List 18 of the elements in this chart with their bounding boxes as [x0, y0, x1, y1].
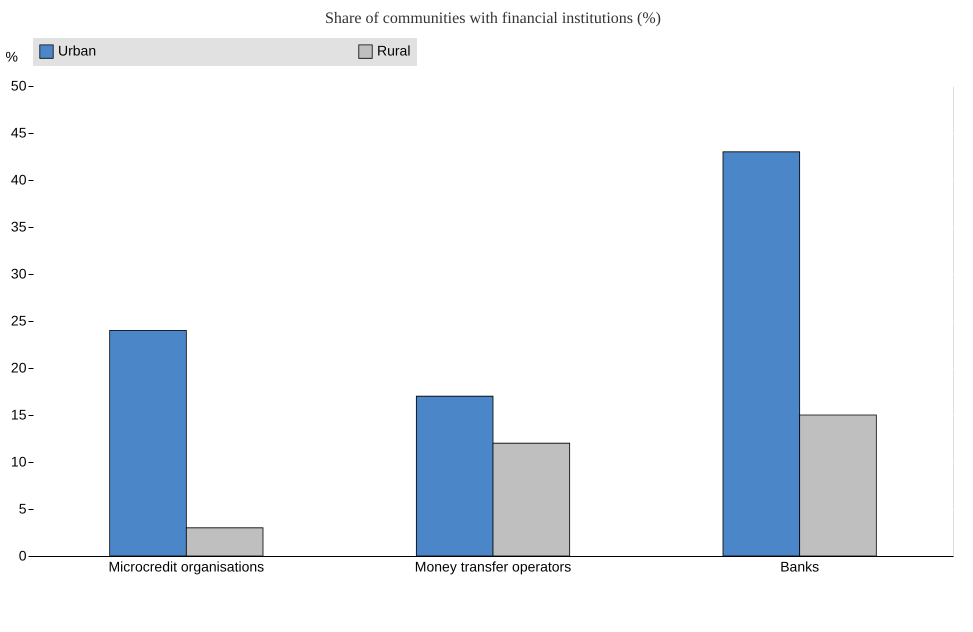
legend-label: Urban [58, 42, 96, 59]
chart-title: Share of communities with financial institutions (%) [325, 10, 661, 27]
x-tick-label: Microcredit organisations [108, 558, 264, 574]
y-tick-label: 45 [10, 124, 27, 140]
y-tick-label: 10 [10, 454, 27, 470]
y-tick-label: 20 [10, 360, 27, 376]
legend-label: Rural [377, 42, 410, 59]
y-tick-label: 40 [10, 172, 27, 188]
x-tick-label: Banks [780, 558, 820, 574]
y-tick-label: 30 [10, 266, 27, 282]
y-tick-label: 35 [10, 218, 27, 234]
x-tick-label: Money transfer operators [414, 558, 572, 574]
y-tick-label: 5 [18, 500, 27, 516]
y-tick-label: 25 [10, 312, 27, 328]
y-tick-label: 50 [10, 78, 27, 94]
y-axis-title: % [6, 48, 18, 64]
y-tick-label: 15 [10, 406, 27, 422]
y-tick-label: 0 [18, 548, 27, 564]
